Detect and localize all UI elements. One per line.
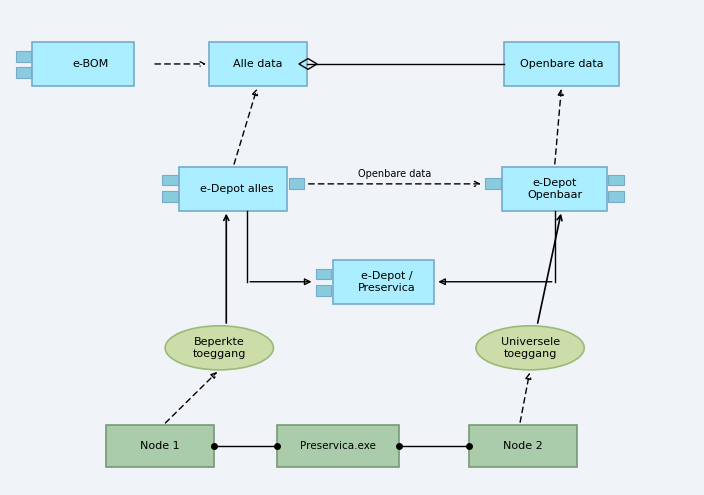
Bar (209, 42, 307, 86)
Text: e-BOM: e-BOM (72, 59, 108, 69)
Text: Node 2: Node 2 (503, 441, 543, 451)
Text: Preservica.exe: Preservica.exe (300, 441, 376, 451)
Text: Openbare data: Openbare data (520, 59, 603, 69)
Bar (277, 425, 399, 466)
Text: e-Depot
Openbaar: e-Depot Openbaar (527, 178, 582, 199)
Text: Universele
toeggang: Universele toeggang (501, 337, 560, 359)
Bar (106, 425, 214, 466)
Text: Node 1: Node 1 (140, 441, 180, 451)
Bar (15, 51, 31, 61)
Text: e-Depot alles: e-Depot alles (200, 184, 274, 194)
Bar (289, 179, 304, 189)
Bar (502, 167, 607, 211)
Text: Alle data: Alle data (233, 59, 282, 69)
Ellipse shape (165, 326, 273, 370)
Bar (15, 67, 31, 78)
Bar (608, 175, 624, 185)
Bar (608, 191, 624, 202)
Bar (469, 425, 577, 466)
Bar (179, 167, 287, 211)
Text: Beperkte
toeggang: Beperkte toeggang (193, 337, 246, 359)
Text: e-Depot /
Preservica: e-Depot / Preservica (358, 271, 416, 293)
Bar (333, 260, 434, 304)
Bar (32, 42, 134, 86)
Bar (504, 42, 619, 86)
Bar (162, 191, 177, 202)
Ellipse shape (476, 326, 584, 370)
Bar (162, 175, 177, 185)
Text: Openbare data: Openbare data (358, 169, 432, 179)
Bar (316, 269, 332, 279)
Bar (316, 285, 332, 296)
Bar (485, 179, 501, 189)
